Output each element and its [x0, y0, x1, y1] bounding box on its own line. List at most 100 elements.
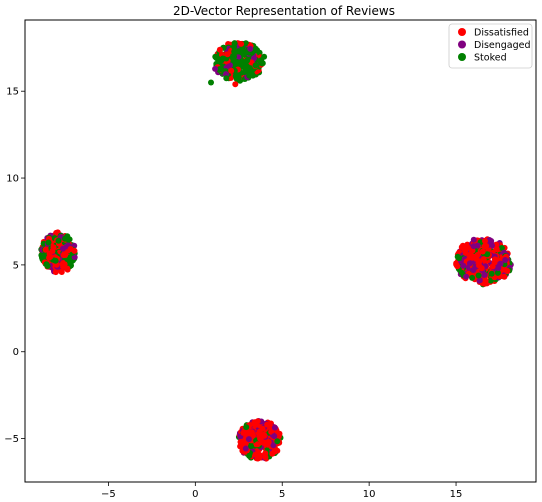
stoked-point: [232, 73, 239, 80]
stoked-point: [231, 48, 238, 55]
plot-frame: [24, 19, 537, 483]
stoked-point: [246, 452, 253, 459]
stoked-point: [66, 254, 73, 261]
disengaged-point: [495, 265, 502, 271]
disengaged-point: [477, 277, 483, 284]
dissatisfied-point: [482, 238, 488, 244]
y-tick-label: 15: [6, 87, 19, 98]
dissatisfied-point: [67, 246, 74, 252]
disengaged-point: [60, 245, 66, 252]
dissatisfied-point: [482, 277, 489, 284]
dissatisfied-point: [459, 242, 466, 249]
disengaged-point: [460, 262, 467, 269]
dissatisfied-point: [264, 421, 271, 428]
dissatisfied-point: [466, 252, 473, 259]
legend-label-disengaged: Disengaged: [474, 40, 531, 51]
legend-label-dissatisfied: Dissatisfied: [474, 28, 529, 39]
dissatisfied-point: [479, 248, 486, 255]
disengaged-point: [474, 242, 481, 249]
stoked-point: [494, 269, 501, 276]
dissatisfied-point: [259, 425, 266, 432]
stoked-point: [246, 72, 253, 79]
disengaged-point: [271, 433, 278, 440]
stoked-point: [239, 60, 246, 66]
stoked-point: [65, 236, 72, 243]
stoked-point: [469, 274, 476, 281]
disengaged-point: [271, 424, 278, 431]
dissatisfied-point: [238, 40, 245, 47]
stoked-point: [257, 59, 264, 65]
legend-marker-stoked: [458, 53, 466, 61]
dissatisfied-point: [50, 244, 57, 251]
x-tick-label: 15: [450, 489, 463, 500]
dissatisfied-point: [256, 452, 263, 459]
stoked-point: [488, 270, 495, 277]
stoked-point: [243, 64, 250, 71]
stoked-point: [475, 272, 482, 279]
stoked-point: [242, 40, 249, 47]
dissatisfied-point: [454, 263, 461, 270]
dissatisfied-point: [61, 261, 68, 268]
disengaged-point: [463, 273, 470, 280]
stoked-point: [248, 443, 254, 450]
stoked-point: [274, 438, 281, 445]
dissatisfied-point: [47, 253, 54, 260]
disengaged-point: [270, 442, 277, 449]
dissatisfied-point: [501, 273, 508, 280]
x-tick-label: 10: [363, 489, 376, 500]
stoked-point: [234, 59, 241, 65]
dissatisfied-point: [483, 243, 490, 249]
stoked-point: [498, 245, 505, 251]
disengaged-point: [245, 436, 252, 443]
stoked-point: [261, 53, 268, 60]
x-tick-label: −5: [101, 489, 116, 500]
dissatisfied-point: [254, 441, 261, 448]
stoked-point: [455, 255, 462, 262]
disengaged-point: [470, 267, 477, 273]
dissatisfied-point: [250, 432, 256, 439]
y-tick-label: 10: [6, 174, 19, 185]
dissatisfied-point: [493, 246, 500, 252]
disengaged-point: [227, 62, 233, 69]
dissatisfied-point: [216, 46, 223, 53]
stoked-point: [230, 55, 237, 62]
stoked-point: [43, 261, 50, 268]
legend-marker-dissatisfied: [458, 28, 466, 36]
x-tick-label: 5: [279, 489, 285, 500]
stoked-point: [458, 269, 465, 276]
stoked-point: [231, 43, 237, 50]
data-points: [38, 40, 514, 462]
stoked-point: [252, 62, 259, 69]
dissatisfied-point: [58, 269, 65, 275]
dissatisfied-point: [252, 451, 259, 458]
stoked-point: [208, 79, 214, 86]
y-tick-label: 5: [13, 260, 19, 271]
x-tick-label: 0: [192, 489, 198, 500]
stoked-point: [219, 55, 226, 62]
dissatisfied-point: [42, 246, 49, 253]
stoked-point: [244, 57, 251, 64]
dissatisfied-point: [261, 440, 268, 447]
chart-title: 2D-Vector Representation of Reviews: [173, 4, 395, 18]
legend-box: [448, 23, 533, 69]
disengaged-point: [502, 257, 509, 263]
stoked-point: [235, 48, 242, 55]
dissatisfied-point: [232, 81, 239, 88]
disengaged-point: [235, 54, 242, 61]
disengaged-point: [481, 272, 488, 279]
y-tick-label: −5: [4, 434, 19, 445]
dissatisfied-point: [224, 51, 231, 58]
dissatisfied-point: [238, 441, 245, 448]
dissatisfied-point: [476, 258, 483, 265]
stoked-point: [55, 237, 62, 244]
stoked-point: [218, 66, 225, 73]
legend-label-stoked: Stoked: [474, 53, 507, 64]
dissatisfied-point: [262, 450, 269, 457]
dissatisfied-point: [478, 265, 485, 272]
dissatisfied-point: [254, 418, 261, 425]
disengaged-point: [466, 260, 473, 267]
dissatisfied-point: [228, 67, 235, 74]
